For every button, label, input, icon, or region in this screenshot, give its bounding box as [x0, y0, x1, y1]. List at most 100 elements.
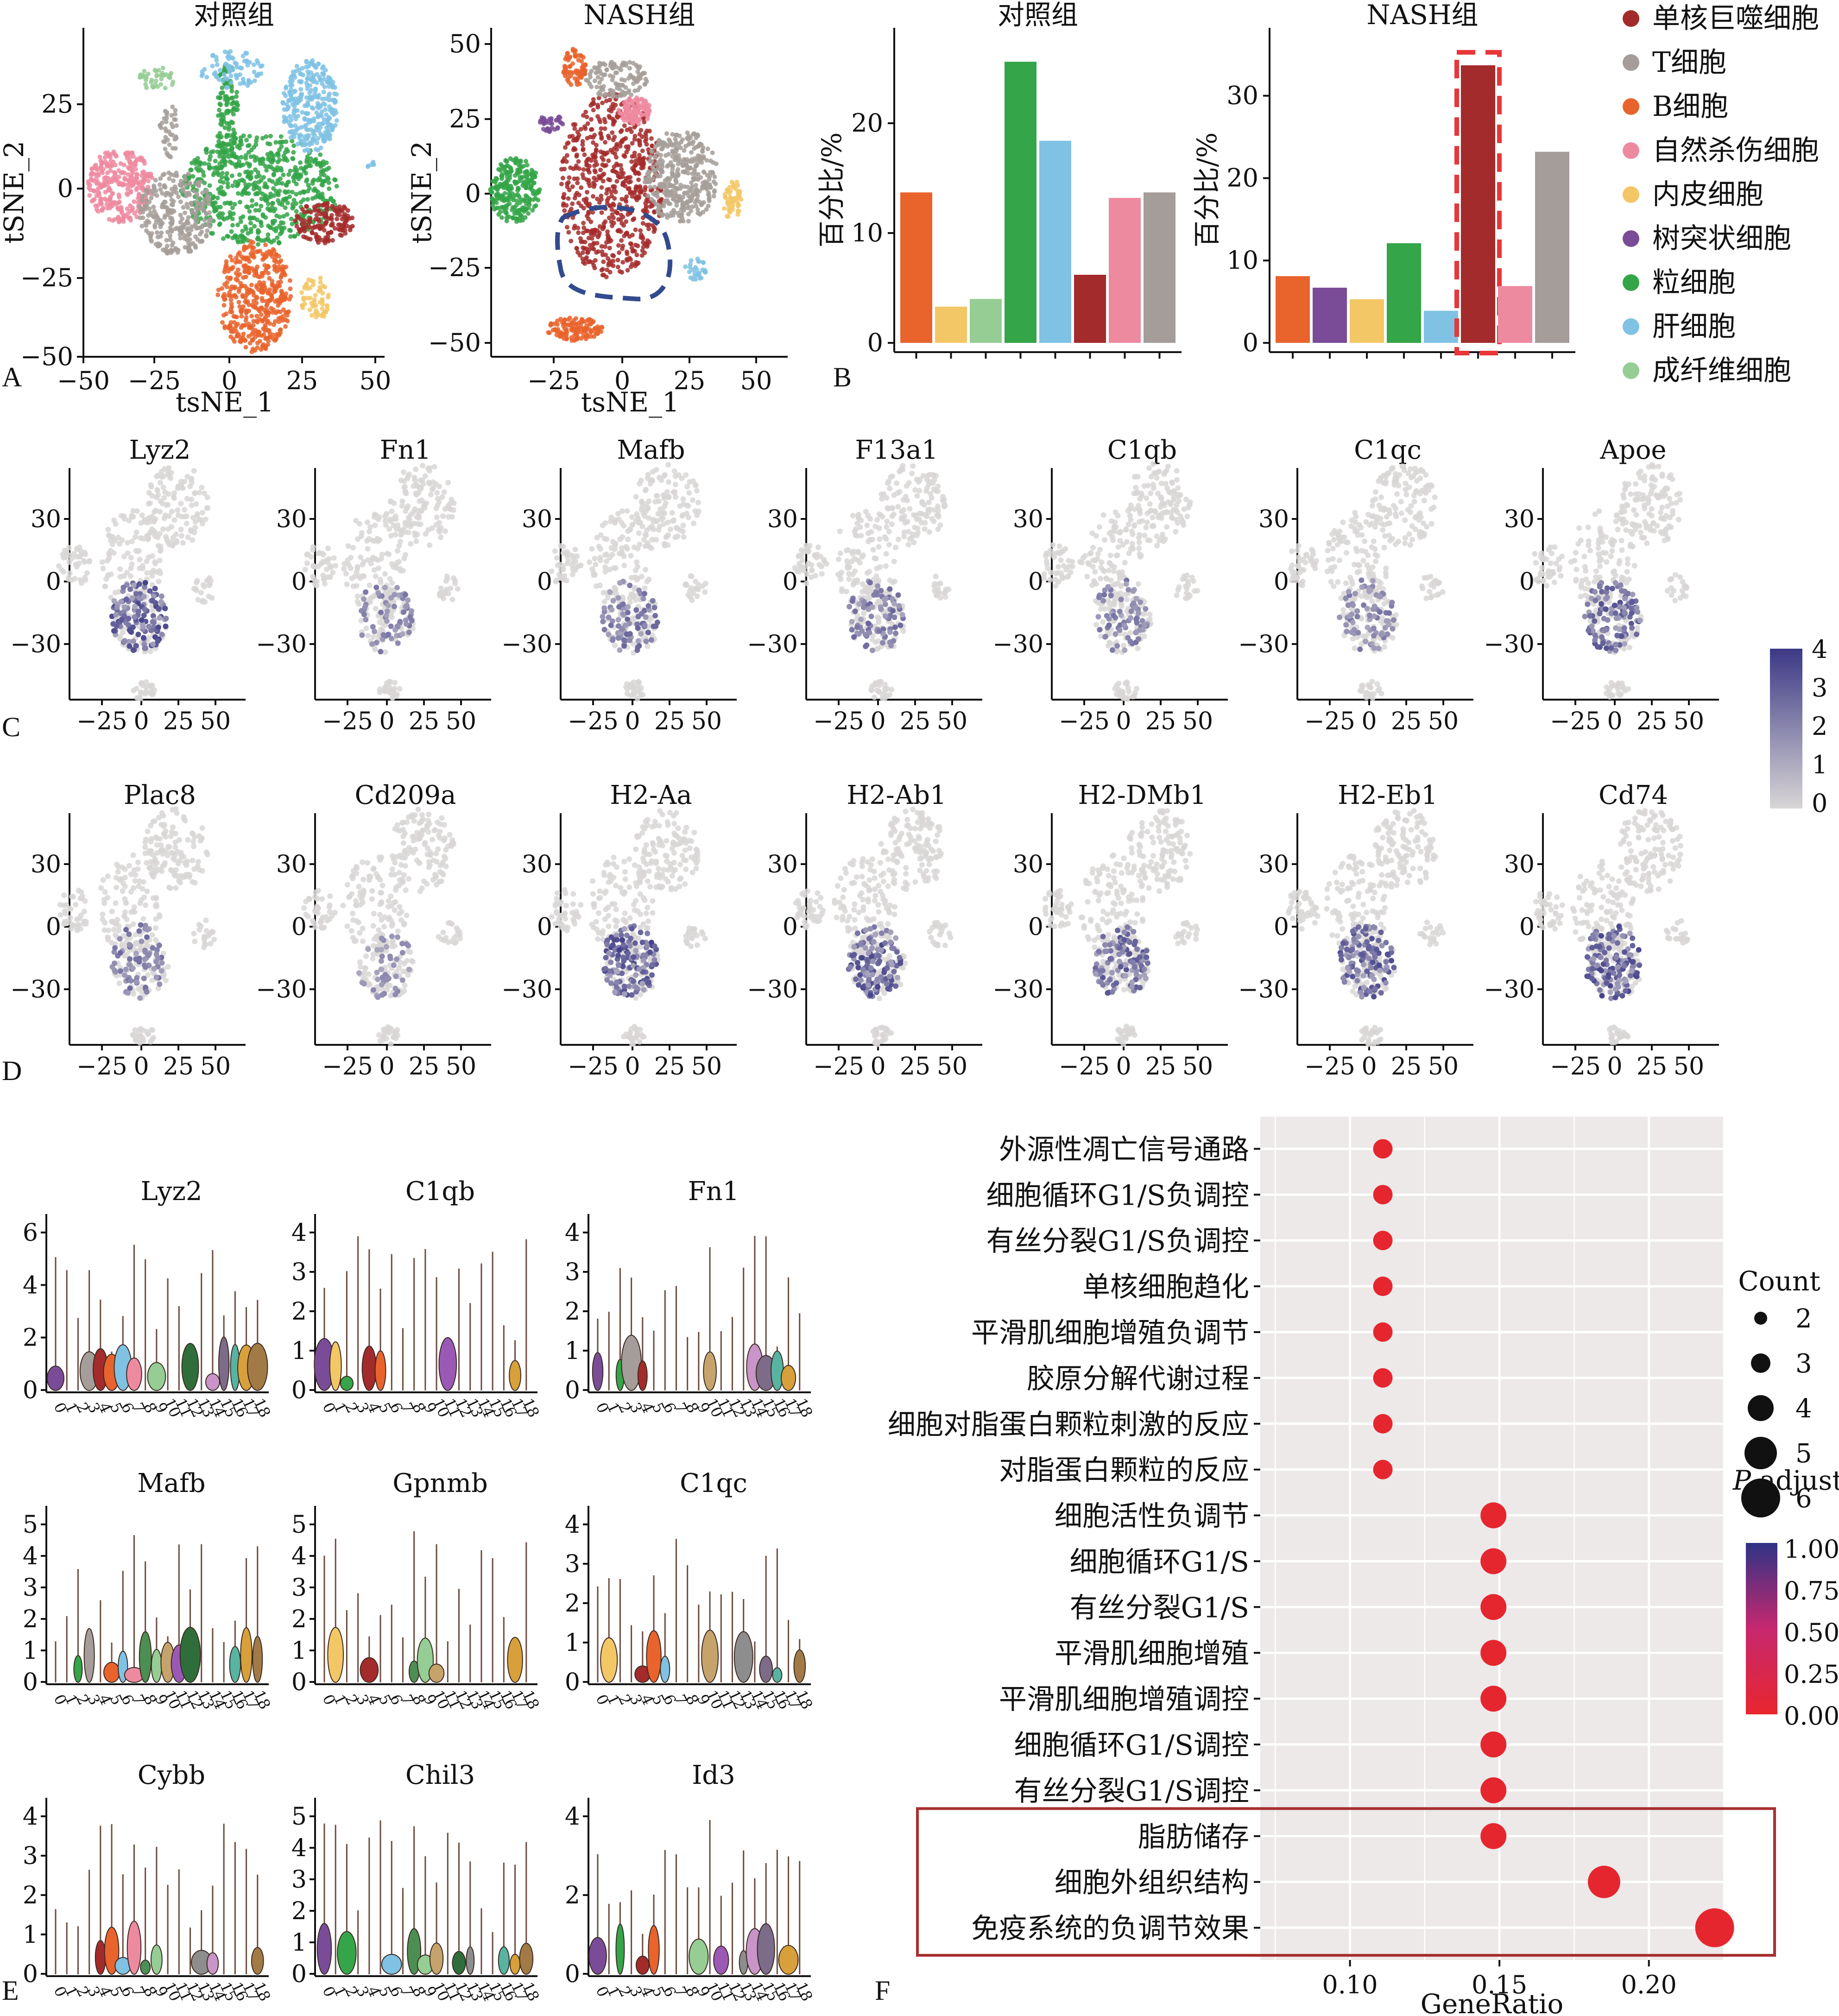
cell-point — [87, 193, 92, 198]
cell-point — [231, 132, 236, 137]
cell-point — [518, 175, 522, 180]
cell-point — [712, 174, 717, 179]
cell-point — [221, 72, 227, 77]
cell-point — [583, 109, 588, 114]
cell-point — [621, 223, 626, 228]
cell-point — [194, 214, 199, 219]
cell-point — [325, 307, 330, 312]
cell-point — [105, 526, 111, 532]
cell-point — [276, 198, 281, 203]
cell-point — [215, 62, 220, 67]
cell-point — [63, 549, 70, 555]
cell-point — [265, 342, 271, 347]
cell-point — [673, 137, 678, 142]
cell-point — [241, 304, 246, 309]
cell-point — [207, 183, 212, 188]
cell-point — [625, 268, 630, 273]
bar — [1424, 310, 1458, 343]
cell-point — [648, 154, 653, 159]
x-tick-label: −25 — [128, 366, 181, 395]
x-tick-label: 0 — [614, 366, 630, 395]
cell-point — [570, 133, 575, 139]
cell-point — [699, 202, 704, 208]
cell-point — [259, 296, 265, 301]
cell-point — [194, 580, 199, 586]
cell-point — [215, 196, 220, 201]
legend-swatch — [1623, 186, 1639, 203]
cell-point — [238, 200, 242, 205]
cell-point — [585, 250, 590, 255]
cell-point — [243, 170, 248, 175]
cell-point — [600, 249, 605, 254]
cell-point — [168, 193, 173, 198]
cell-point — [104, 558, 110, 564]
cell-point — [315, 177, 320, 183]
cell-point — [246, 334, 251, 339]
cell-point — [562, 208, 567, 213]
cell-point — [628, 175, 633, 180]
cell-point — [160, 526, 166, 532]
cell-point — [611, 120, 616, 125]
cell-point — [592, 133, 597, 138]
cell-point — [642, 120, 647, 125]
cell-point — [243, 299, 248, 304]
cell-point — [229, 173, 234, 178]
cell-point — [194, 226, 199, 231]
cell-point — [617, 250, 622, 255]
cell-point — [281, 172, 286, 177]
cell-point — [624, 257, 629, 262]
cell-point — [348, 225, 353, 230]
cell-point — [254, 202, 259, 207]
cell-point — [569, 207, 574, 211]
cell-point — [525, 169, 529, 174]
cell-point — [590, 246, 595, 251]
cell-point — [314, 80, 319, 85]
cell-point — [238, 308, 243, 313]
cell-point — [239, 239, 244, 244]
cell-point — [125, 540, 131, 546]
cell-point — [238, 163, 243, 168]
cell-point — [321, 101, 326, 106]
cell-point — [280, 101, 285, 106]
cell-point — [153, 494, 159, 500]
cell-point — [563, 145, 568, 150]
cell-point — [598, 149, 603, 154]
cell-point — [573, 51, 578, 57]
cell-point — [572, 146, 576, 151]
cell-point — [225, 177, 230, 182]
cell-point — [222, 324, 228, 329]
cell-point — [339, 233, 344, 238]
cell-point — [270, 296, 275, 301]
cell-point — [144, 171, 149, 177]
cell-point — [332, 177, 337, 182]
cell-point — [188, 167, 193, 172]
cell-point — [227, 67, 232, 72]
cell-point — [283, 324, 288, 329]
x-tick-label: 50 — [740, 366, 772, 395]
cell-point — [302, 190, 306, 195]
expr-point — [136, 608, 141, 614]
cell-point — [653, 202, 658, 207]
cell-point — [594, 147, 599, 152]
cell-point — [107, 152, 112, 157]
cell-point — [611, 259, 616, 264]
cell-point — [246, 309, 251, 313]
y-tick-label: 0 — [46, 568, 61, 596]
expr-point — [110, 621, 116, 627]
cell-point — [575, 180, 580, 185]
cell-point — [634, 98, 639, 103]
cell-point — [671, 208, 676, 213]
cell-point — [289, 117, 294, 122]
cell-point — [247, 162, 252, 167]
cell-point — [300, 110, 305, 115]
cell-point — [270, 201, 275, 206]
cell-point — [313, 293, 318, 298]
cell-point — [202, 161, 207, 166]
cell-point — [224, 101, 229, 106]
cell-point — [588, 72, 593, 76]
cell-point — [584, 77, 588, 82]
cell-point — [234, 183, 240, 189]
cell-point — [128, 189, 133, 194]
cell-point — [697, 155, 702, 160]
cell-point — [228, 297, 234, 303]
